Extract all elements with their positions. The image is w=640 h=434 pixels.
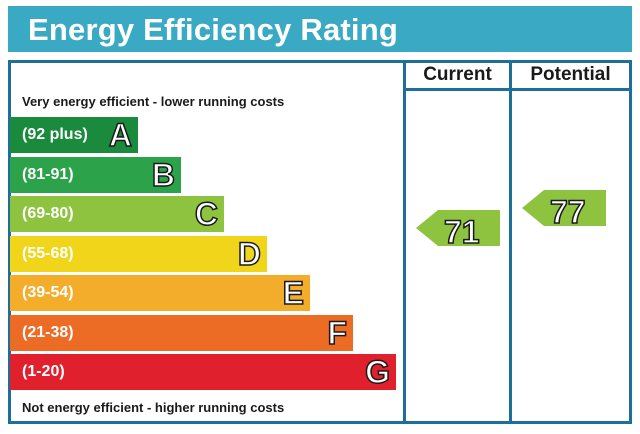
- band-g: (1-20) G: [10, 353, 396, 391]
- band-e: (39-54) E: [10, 274, 310, 312]
- potential-column-divider: [509, 60, 512, 424]
- bottom-caption: Not energy efficient - higher running co…: [22, 400, 285, 415]
- band-letter: C: [194, 195, 219, 233]
- band-range-label: (1-20): [22, 363, 65, 380]
- band-range-label: (92 plus): [22, 126, 88, 143]
- band-letter: E: [282, 274, 305, 312]
- band-letter: B: [151, 156, 176, 194]
- page-title: Energy Efficiency Rating: [28, 12, 399, 47]
- band-range-label: (81-91): [22, 165, 74, 183]
- current-rating-arrow: 71: [416, 210, 500, 251]
- band-c: (69-80) C: [10, 195, 224, 233]
- top-caption: Very energy efficient - lower running co…: [22, 94, 285, 109]
- current-rating-arrow-value: 71: [443, 213, 480, 251]
- current-column-header: Current: [423, 64, 492, 85]
- current-column-divider: [403, 60, 406, 424]
- column-header-divider: [403, 88, 632, 91]
- band-range-label: (55-68): [22, 244, 74, 262]
- band-letter: G: [364, 353, 390, 391]
- potential-rating-arrow-shape: [522, 190, 606, 226]
- potential-rating-arrow-value: 77: [549, 193, 586, 231]
- current-rating-arrow-shape: [416, 210, 500, 246]
- band-range-label: (39-54): [22, 284, 74, 301]
- band-letter: A: [108, 116, 133, 154]
- band-range-label: (21-38): [22, 323, 74, 341]
- band-f: (21-38) F: [10, 314, 353, 352]
- potential-column-header: Potential: [530, 64, 611, 85]
- band-letter: D: [237, 235, 262, 273]
- potential-rating-arrow: 77: [522, 190, 606, 231]
- band-a: (92 plus) A: [10, 116, 138, 154]
- band-b: (81-91) B: [10, 156, 181, 194]
- title-bar: Energy Efficiency Rating: [8, 6, 632, 52]
- band-d: (55-68) D: [10, 235, 267, 273]
- band-letter: F: [327, 314, 348, 352]
- band-range-label: (69-80): [22, 205, 74, 222]
